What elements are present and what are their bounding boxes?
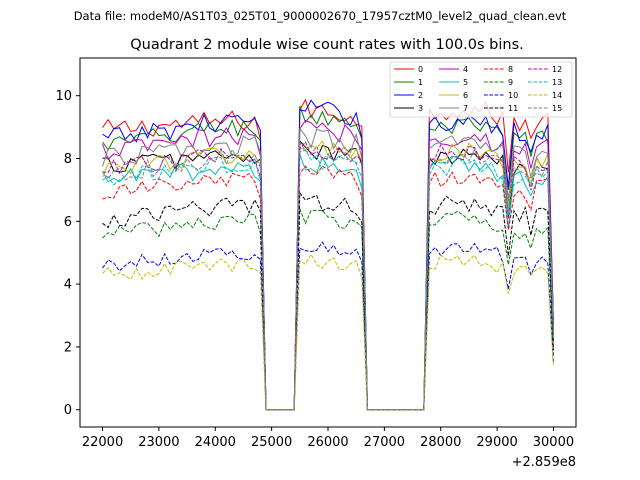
legend-label-0: 0	[418, 65, 423, 74]
legend-label-5: 5	[463, 78, 468, 87]
series-line-2	[102, 99, 554, 411]
legend-label-7: 7	[463, 104, 468, 113]
legend-frame	[389, 61, 573, 118]
y-tick-label: 2	[64, 340, 72, 355]
legend-label-14: 14	[552, 91, 562, 100]
x-tick-label: 25000	[251, 435, 292, 450]
legend-label-6: 6	[463, 91, 468, 100]
legend-label-2: 2	[418, 91, 423, 100]
x-tick-label: 22000	[82, 435, 123, 450]
legend-label-3: 3	[418, 104, 423, 113]
legend-label-15: 15	[552, 104, 562, 113]
chart-title: Quadrant 2 module wise count rates with …	[130, 37, 524, 53]
series-line-13	[102, 149, 554, 411]
series-line-11	[102, 191, 554, 411]
legend-label-13: 13	[552, 78, 562, 87]
y-tick-label: 4	[64, 278, 72, 293]
plot-area	[79, 57, 577, 428]
x-tick-label: 28000	[420, 435, 461, 450]
y-tick-label: 0	[64, 403, 72, 418]
y-tick-label: 10	[55, 89, 72, 104]
legend-label-4: 4	[463, 65, 468, 74]
legend-label-11: 11	[508, 104, 518, 113]
x-axis: 22000 23000 24000 25000 26000 27000 28000 29000…	[82, 427, 574, 450]
series-line-15	[102, 140, 554, 411]
series-line-7	[102, 127, 554, 411]
x-tick-label: 24000	[195, 435, 236, 450]
series-line-14	[102, 253, 554, 411]
legend-label-10: 10	[508, 91, 518, 100]
series-line-9	[102, 208, 554, 411]
legend-label-9: 9	[508, 78, 513, 87]
data-file-suptitle: Data file: modeM0/AS1T03_025T01_90000026…	[74, 9, 567, 23]
legend-label-1: 1	[418, 78, 423, 87]
legend-label-8: 8	[508, 65, 513, 74]
series-line-4	[102, 119, 554, 411]
y-axis: 0 2 4 6 8 10	[55, 89, 80, 418]
x-tick-label: 27000	[364, 435, 405, 450]
series-line-10	[102, 241, 554, 411]
x-tick-label: 26000	[307, 435, 348, 450]
x-tick-label: 23000	[138, 435, 179, 450]
y-tick-label: 8	[64, 152, 72, 167]
series-line-12	[102, 141, 554, 411]
legend-label-12: 12	[552, 65, 562, 74]
y-tick-label: 6	[64, 215, 72, 230]
series-line-1	[102, 105, 554, 411]
series-layer	[102, 98, 554, 411]
x-tick-label: 30000	[533, 435, 574, 450]
x-axis-offset-text: +2.859e8	[512, 455, 576, 470]
x-tick-label: 29000	[476, 435, 517, 450]
series-line-8	[102, 165, 554, 411]
